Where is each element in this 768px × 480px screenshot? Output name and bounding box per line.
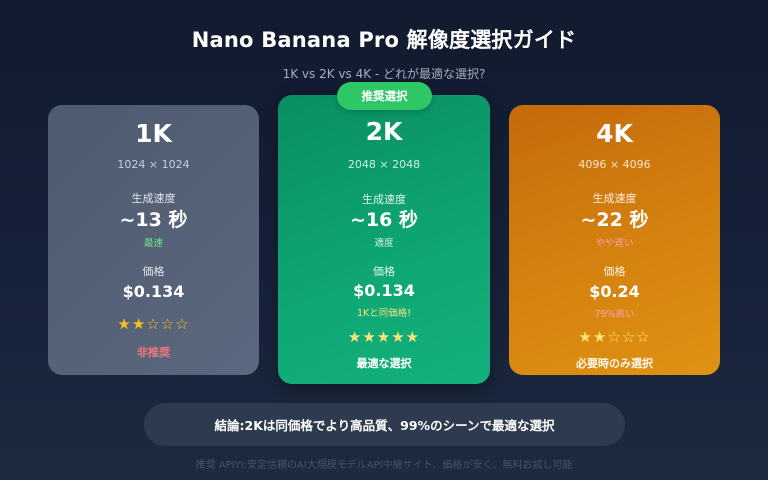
speed-value: ~16 秒 bbox=[350, 209, 418, 231]
resolution-name: 1K bbox=[135, 119, 172, 148]
price-value: $0.134 bbox=[353, 281, 415, 300]
verdict-label: 最適な選択 bbox=[356, 357, 412, 370]
price-label: 価格 bbox=[373, 265, 395, 278]
resolution-name: 2K bbox=[365, 117, 403, 146]
price-note: 1Kと同価格! bbox=[356, 308, 412, 319]
price-note: 79%高い bbox=[594, 309, 635, 320]
speed-label: 生成速度 bbox=[131, 192, 176, 205]
page-title: Nano Banana Pro 解像度選択ガイド bbox=[191, 28, 577, 52]
verdict-label: 必要時のみ選択 bbox=[576, 357, 653, 370]
recommended-badge: 推奨選択 bbox=[337, 82, 432, 110]
price-value: $0.134 bbox=[122, 282, 185, 301]
conclusion-text: 結論:2Kは同価格でより高品質、99%のシーンで最適な選択 bbox=[214, 418, 555, 433]
card-1k: 1K 1024 × 1024 生成速度 ~13 秒 最速 価格 $0.134 ★… bbox=[48, 105, 259, 375]
page-subtitle: 1K vs 2K vs 4K - どれが最適な選択? bbox=[282, 67, 486, 81]
price-label: 価格 bbox=[142, 265, 165, 278]
price-label: 価格 bbox=[603, 265, 626, 278]
resolution-name: 4K bbox=[596, 119, 633, 148]
card-4k: 4K 4096 × 4096 生成速度 ~22 秒 やや遅い 価格 $0.24 … bbox=[509, 105, 720, 375]
speed-value: ~13 秒 bbox=[119, 209, 188, 231]
speed-label: 生成速度 bbox=[362, 193, 406, 206]
conclusion-banner: 結論:2Kは同価格でより高品質、99%のシーンで最適な選択 bbox=[144, 403, 625, 446]
resolution-dimensions: 4096 × 4096 bbox=[578, 158, 651, 171]
speed-note: 適度 bbox=[374, 238, 394, 249]
card-2k: 2K 2048 × 2048 生成速度 ~16 秒 適度 価格 $0.134 1… bbox=[278, 95, 490, 384]
star-rating-icon: ★★☆☆☆ bbox=[578, 328, 651, 346]
footer-note: 推奨 APIYI:安定信頼のAI大規模モデルAPI中継サイト、価格が安く、無料お… bbox=[195, 460, 573, 471]
verdict-label: 非推奨 bbox=[137, 346, 170, 359]
speed-label: 生成速度 bbox=[592, 192, 637, 205]
price-value: $0.24 bbox=[589, 282, 640, 301]
star-rating-icon: ★★★★★ bbox=[347, 328, 421, 346]
speed-note: 最速 bbox=[143, 238, 163, 249]
star-rating-icon: ★★☆☆☆ bbox=[117, 315, 190, 333]
speed-note: やや遅い bbox=[595, 238, 634, 249]
speed-value: ~22 秒 bbox=[580, 209, 649, 231]
resolution-dimensions: 1024 × 1024 bbox=[117, 158, 190, 171]
resolution-dimensions: 2048 × 2048 bbox=[347, 158, 421, 171]
